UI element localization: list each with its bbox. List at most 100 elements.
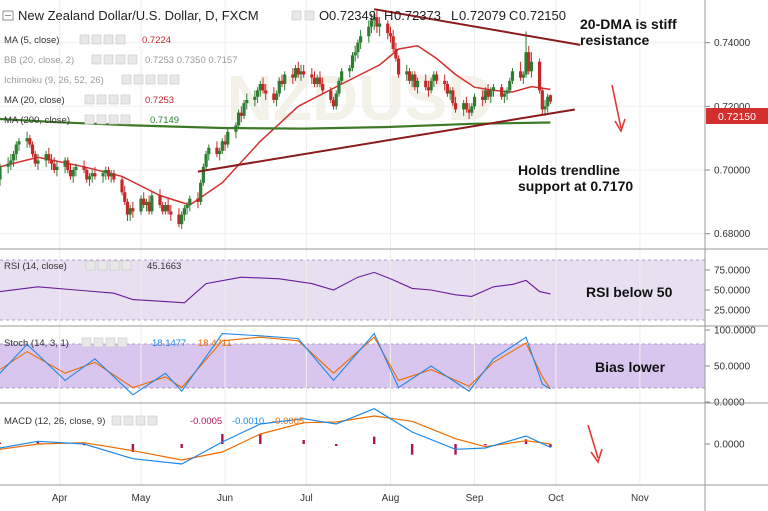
candle [128,205,132,221]
stoch-k-line [0,332,551,396]
candle-body [348,68,352,72]
candle-body [28,138,32,145]
candle-body [378,23,382,27]
legend-buttons[interactable] [121,74,180,85]
legend-buttons[interactable] [79,34,126,45]
candle [180,211,184,229]
macd-panel[interactable] [0,404,705,484]
candle-body [529,61,534,72]
y-tick-label: 50.0000 [714,286,751,297]
candle [161,201,165,215]
down-arrow-icon [611,84,626,133]
legend-label[interactable]: BB (20, close, 2) [4,55,74,66]
legend-label[interactable]: MA (200, close) [4,115,70,126]
macd-label[interactable]: MACD (12, 26, close, 9) [4,416,105,427]
candle-body [548,95,553,102]
legend-buttons[interactable] [84,94,131,105]
stoch-label[interactable]: Stoch (14, 3, 1) [4,338,69,349]
candle [6,157,10,174]
candle [367,20,371,43]
header-buttons[interactable] [291,10,315,21]
candle-body [9,160,13,164]
candle-body [112,173,116,180]
candle [147,195,151,215]
candle [272,87,276,104]
legend-buttons[interactable] [111,415,158,426]
candle [318,71,322,88]
candle [350,52,355,72]
candle-body [388,33,393,37]
candle [410,71,414,88]
candle [356,39,360,59]
collapse-icon[interactable] [2,10,14,21]
candle-body [489,90,493,97]
stoch-note: Bias lower [595,359,666,375]
legend-label[interactable]: Ichimoku (9, 26, 52, 26) [4,75,104,86]
candle-body [312,77,317,85]
rsi-legend[interactable]: RSI (14, close) 45.1663 [4,260,181,272]
candle-body [405,71,409,75]
candle [445,80,450,97]
legend-value: 0.7253 0.7350 0.7157 [145,55,237,66]
candle-body [215,147,219,155]
legend[interactable]: MA (5, close) 0.7224 BB (20, close, 2) 0… [4,34,237,126]
candle [109,169,113,183]
candle-body [106,169,111,177]
x-tick-label: Sep [466,493,484,504]
support-note-line: Holds trendline [518,162,620,178]
candle [434,71,439,85]
candle-body [367,26,371,37]
y-tick-label: 0.74000 [714,38,751,49]
legend-value: 0.7149 [150,115,179,126]
candle-body [128,208,132,215]
stoch-legend[interactable]: Stoch (14, 3, 1) 18.1477 18.4711 [4,337,232,349]
candle-body [47,154,51,161]
candle-body [274,93,279,100]
candle-body [448,90,452,94]
x-tick-label: Oct [548,493,564,504]
candle [537,58,542,94]
candle [158,189,162,209]
candle-body [508,80,512,91]
candle-body [464,103,468,110]
candle [112,169,116,183]
legend-buttons[interactable] [81,337,128,348]
candle [87,173,92,186]
candle [123,185,127,206]
candle [9,154,13,170]
legend-buttons[interactable] [84,114,131,125]
candle [258,80,262,97]
x-tick-label: Apr [52,493,68,504]
settings-icon[interactable] [291,10,302,21]
macd-legend[interactable]: MACD (12, 26, close, 9) -0.0005 -0.0010 … [4,415,304,427]
candle-body [188,198,192,206]
candle [500,84,504,100]
candlesticks[interactable] [0,10,553,229]
candle [82,160,86,174]
candle [451,87,455,107]
candle [239,106,243,123]
macd-histogram-bar [484,444,487,446]
candle [453,96,458,113]
candle-body [407,71,412,81]
gear-icon[interactable] [304,10,315,21]
candle [74,163,78,177]
candle-body [359,36,363,43]
ohlc-label: L [451,8,458,23]
legend-label[interactable]: MA (20, close) [4,95,65,106]
candle [234,122,238,139]
candle-body [239,112,243,116]
signal-value: -0.0005 [272,416,304,427]
rsi-label[interactable]: RSI (14, close) [4,261,67,272]
candle-body [82,166,86,170]
legend-label[interactable]: MA (5, close) [4,35,59,46]
candle [120,176,124,196]
candle-body [63,160,67,167]
candle-body [185,205,189,209]
legend-buttons[interactable] [91,54,138,65]
legend-buttons[interactable] [85,260,132,271]
candle-body [17,141,21,145]
candle-body [280,80,284,85]
candle-body [470,106,474,113]
